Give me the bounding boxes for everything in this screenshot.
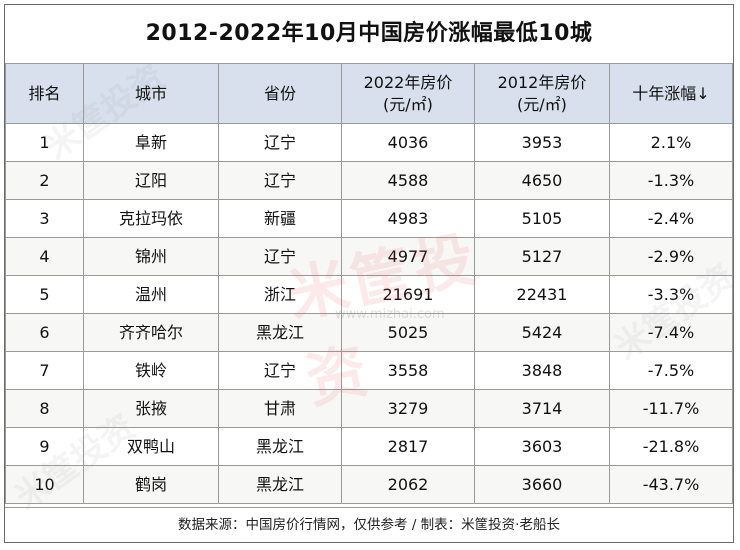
- cell-growth: -11.7%: [609, 389, 733, 428]
- cell-province: 黑龙江: [218, 313, 342, 352]
- cell-price-2022: 3279: [341, 389, 475, 428]
- cell-price-2022: 3558: [341, 351, 475, 390]
- cell-price-2022: 4588: [341, 161, 475, 200]
- table-row: 7 铁岭 辽宁 3558 3848 -7.5%: [5, 351, 733, 390]
- table-row: 3 克拉玛依 新疆 4983 5105 -2.4%: [5, 199, 733, 238]
- table-row: 6 齐齐哈尔 黑龙江 5025 5424 -7.4%: [5, 313, 733, 352]
- cell-price-2012: 3848: [474, 351, 610, 390]
- header-price-2012: 2012年房价 (元/㎡): [474, 63, 610, 124]
- cell-city: 阜新: [83, 123, 219, 162]
- cell-city: 铁岭: [83, 351, 219, 390]
- cell-city: 双鸭山: [83, 427, 219, 466]
- cell-city: 齐齐哈尔: [83, 313, 219, 352]
- table-frame: 2012-2022年10月中国房价涨幅最低10城 排名 城市 省份 2022年房价 (元…: [4, 4, 734, 543]
- header-rank: 排名: [5, 63, 84, 124]
- cell-rank: 9: [5, 427, 84, 466]
- cell-city: 克拉玛依: [83, 199, 219, 238]
- header-province: 省份: [218, 63, 342, 124]
- header-line: 2012年房价: [497, 72, 587, 92]
- header-line: (元/㎡): [517, 94, 567, 114]
- cell-price-2012: 5127: [474, 237, 610, 276]
- cell-price-2012: 3660: [474, 465, 610, 504]
- cell-price-2012: 3603: [474, 427, 610, 466]
- cell-province: 甘肃: [218, 389, 342, 428]
- cell-province: 新疆: [218, 199, 342, 238]
- cell-price-2012: 22431: [474, 275, 610, 314]
- cell-rank: 4: [5, 237, 84, 276]
- header-growth: 十年涨幅↓: [609, 63, 733, 124]
- cell-growth: -2.9%: [609, 237, 733, 276]
- header-price-2022: 2022年房价 (元/㎡): [341, 63, 475, 124]
- header-line: 省份: [263, 83, 296, 103]
- cell-price-2012: 5424: [474, 313, 610, 352]
- cell-province: 辽宁: [218, 351, 342, 390]
- cell-province: 浙江: [218, 275, 342, 314]
- cell-price-2012: 3714: [474, 389, 610, 428]
- cell-growth: 2.1%: [609, 123, 733, 162]
- table-row: 9 双鸭山 黑龙江 2817 3603 -21.8%: [5, 427, 733, 466]
- cell-growth: -2.4%: [609, 199, 733, 238]
- header-row: 排名 城市 省份 2022年房价 (元/㎡) 2012年房价 (元/㎡) 十年涨幅↓: [5, 63, 733, 124]
- cell-price-2012: 4650: [474, 161, 610, 200]
- cell-price-2022: 21691: [341, 275, 475, 314]
- cell-rank: 8: [5, 389, 84, 428]
- table-row: 1 阜新 辽宁 4036 3953 2.1%: [5, 123, 733, 162]
- table-row: 8 张掖 甘肃 3279 3714 -11.7%: [5, 389, 733, 428]
- cell-province: 辽宁: [218, 123, 342, 162]
- table-row: 4 锦州 辽宁 4977 5127 -2.9%: [5, 237, 733, 276]
- header-line: 十年涨幅↓: [632, 83, 710, 103]
- cell-growth: -3.3%: [609, 275, 733, 314]
- cell-province: 辽宁: [218, 237, 342, 276]
- cell-city: 辽阳: [83, 161, 219, 200]
- cell-rank: 10: [5, 465, 84, 504]
- cell-province: 辽宁: [218, 161, 342, 200]
- header-line: 城市: [134, 83, 167, 103]
- cell-growth: -1.3%: [609, 161, 733, 200]
- cell-city: 锦州: [83, 237, 219, 276]
- cell-price-2012: 3953: [474, 123, 610, 162]
- cell-province: 黑龙江: [218, 427, 342, 466]
- table-title: 2012-2022年10月中国房价涨幅最低10城: [145, 21, 593, 46]
- cell-rank: 1: [5, 123, 84, 162]
- table-footer: 数据来源：中国房价行情网，仅供参考 / 制表：米筐投资·老船长: [5, 507, 733, 542]
- header-line: 2022年房价: [363, 72, 453, 92]
- cell-rank: 7: [5, 351, 84, 390]
- header-line: 排名: [28, 83, 61, 103]
- cell-rank: 3: [5, 199, 84, 238]
- table-row: 2 辽阳 辽宁 4588 4650 -1.3%: [5, 161, 733, 200]
- data-table: 排名 城市 省份 2022年房价 (元/㎡) 2012年房价 (元/㎡) 十年涨幅↓ 1 阜新辽…: [5, 63, 733, 504]
- cell-growth: -7.5%: [609, 351, 733, 390]
- header-city: 城市: [83, 63, 219, 124]
- cell-price-2022: 2062: [341, 465, 475, 504]
- cell-rank: 6: [5, 313, 84, 352]
- table-row: 5 温州 浙江 21691 22431 -3.3%: [5, 275, 733, 314]
- cell-city: 张掖: [83, 389, 219, 428]
- cell-rank: 2: [5, 161, 84, 200]
- cell-rank: 5: [5, 275, 84, 314]
- table-row: 10 鹤岗 黑龙江 2062 3660 -43.7%: [5, 465, 733, 504]
- cell-price-2022: 4983: [341, 199, 475, 238]
- cell-growth: -21.8%: [609, 427, 733, 466]
- cell-price-2022: 4977: [341, 237, 475, 276]
- cell-province: 黑龙江: [218, 465, 342, 504]
- table-body: 1 阜新 辽宁 4036 3953 2.1% 2 辽阳 辽宁 4588 4650 -1.3% 3 克拉玛依…: [5, 123, 733, 504]
- cell-price-2012: 5105: [474, 199, 610, 238]
- cell-growth: -7.4%: [609, 313, 733, 352]
- header-line: (元/㎡): [383, 94, 433, 114]
- cell-city: 鹤岗: [83, 465, 219, 504]
- cell-city: 温州: [83, 275, 219, 314]
- cell-growth: -43.7%: [609, 465, 733, 504]
- cell-price-2022: 4036: [341, 123, 475, 162]
- cell-price-2022: 5025: [341, 313, 475, 352]
- cell-price-2022: 2817: [341, 427, 475, 466]
